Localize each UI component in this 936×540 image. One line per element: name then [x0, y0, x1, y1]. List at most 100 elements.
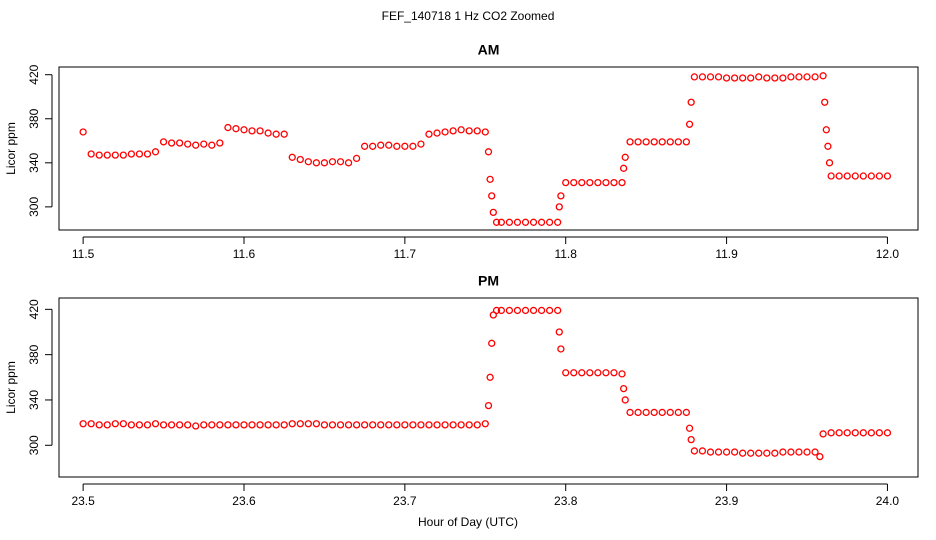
point	[360, 142, 369, 150]
point	[264, 129, 272, 137]
point	[658, 408, 666, 417]
point	[264, 421, 272, 429]
point	[103, 421, 111, 429]
point	[79, 128, 87, 136]
point	[288, 153, 296, 161]
point	[473, 421, 481, 429]
point	[626, 138, 634, 146]
plot-frame	[58, 66, 919, 231]
point	[602, 369, 610, 377]
point	[272, 421, 280, 429]
point	[304, 158, 312, 166]
point	[216, 139, 224, 147]
point	[851, 172, 859, 180]
point	[537, 218, 546, 226]
point	[875, 172, 884, 180]
point	[224, 421, 232, 429]
point	[621, 396, 629, 404]
point	[484, 148, 493, 156]
point	[280, 130, 288, 138]
point	[175, 139, 184, 147]
point	[151, 148, 160, 156]
point	[127, 150, 136, 158]
point	[135, 150, 144, 158]
x-tick-label: 23.5	[71, 494, 95, 508]
point	[803, 73, 811, 81]
point	[256, 127, 264, 135]
point	[433, 421, 441, 429]
y-tick-label: 380	[27, 344, 41, 364]
point	[883, 429, 892, 437]
point	[441, 421, 449, 429]
point	[554, 306, 562, 315]
x-tick-label: 11.6	[233, 247, 256, 261]
point	[192, 141, 200, 149]
point	[867, 172, 876, 180]
point	[747, 449, 755, 457]
point	[393, 142, 401, 150]
point	[545, 306, 554, 315]
point	[159, 421, 168, 429]
point	[151, 420, 160, 428]
point	[747, 74, 755, 82]
point	[248, 127, 256, 135]
point	[377, 421, 385, 429]
point	[473, 127, 481, 135]
point	[843, 172, 851, 180]
point	[685, 120, 694, 128]
point	[481, 420, 489, 428]
x-tick-label: 11.7	[394, 247, 417, 261]
point	[883, 172, 892, 180]
point	[602, 178, 610, 187]
point	[486, 175, 494, 183]
point	[545, 218, 554, 226]
point	[409, 142, 417, 150]
point	[594, 178, 602, 187]
point	[87, 150, 95, 158]
point	[739, 74, 747, 82]
point	[352, 421, 361, 429]
point	[441, 128, 449, 136]
point	[336, 158, 345, 166]
point	[167, 139, 176, 147]
point	[248, 421, 256, 429]
point	[433, 129, 441, 137]
point	[739, 449, 747, 457]
x-axis-label: Hour of Day (UTC)	[418, 515, 518, 529]
point	[811, 448, 819, 456]
point	[492, 218, 501, 226]
x-tick-label: 11.5	[72, 247, 95, 261]
point	[658, 138, 666, 146]
y-tick-label: 420	[27, 299, 41, 319]
x-tick-label: 23.7	[393, 494, 417, 508]
point	[554, 218, 562, 226]
point	[621, 153, 629, 161]
point	[385, 421, 393, 429]
x-tick-label: 11.9	[715, 247, 738, 261]
point	[425, 421, 433, 429]
point	[312, 420, 321, 428]
point	[555, 203, 563, 211]
point	[296, 155, 304, 164]
point	[143, 150, 152, 158]
point	[417, 421, 425, 429]
point	[529, 306, 538, 315]
point	[795, 448, 803, 456]
point	[722, 74, 731, 82]
point	[393, 421, 401, 429]
point	[232, 125, 240, 133]
point	[320, 159, 329, 167]
point	[240, 126, 248, 134]
point	[87, 420, 95, 428]
point	[730, 448, 739, 456]
point	[216, 421, 224, 429]
point	[557, 345, 565, 353]
point	[610, 369, 618, 377]
point	[698, 73, 707, 81]
point	[687, 98, 695, 106]
point	[562, 178, 570, 187]
point	[859, 172, 867, 180]
point	[763, 74, 771, 82]
point	[722, 448, 731, 456]
point	[666, 408, 674, 417]
